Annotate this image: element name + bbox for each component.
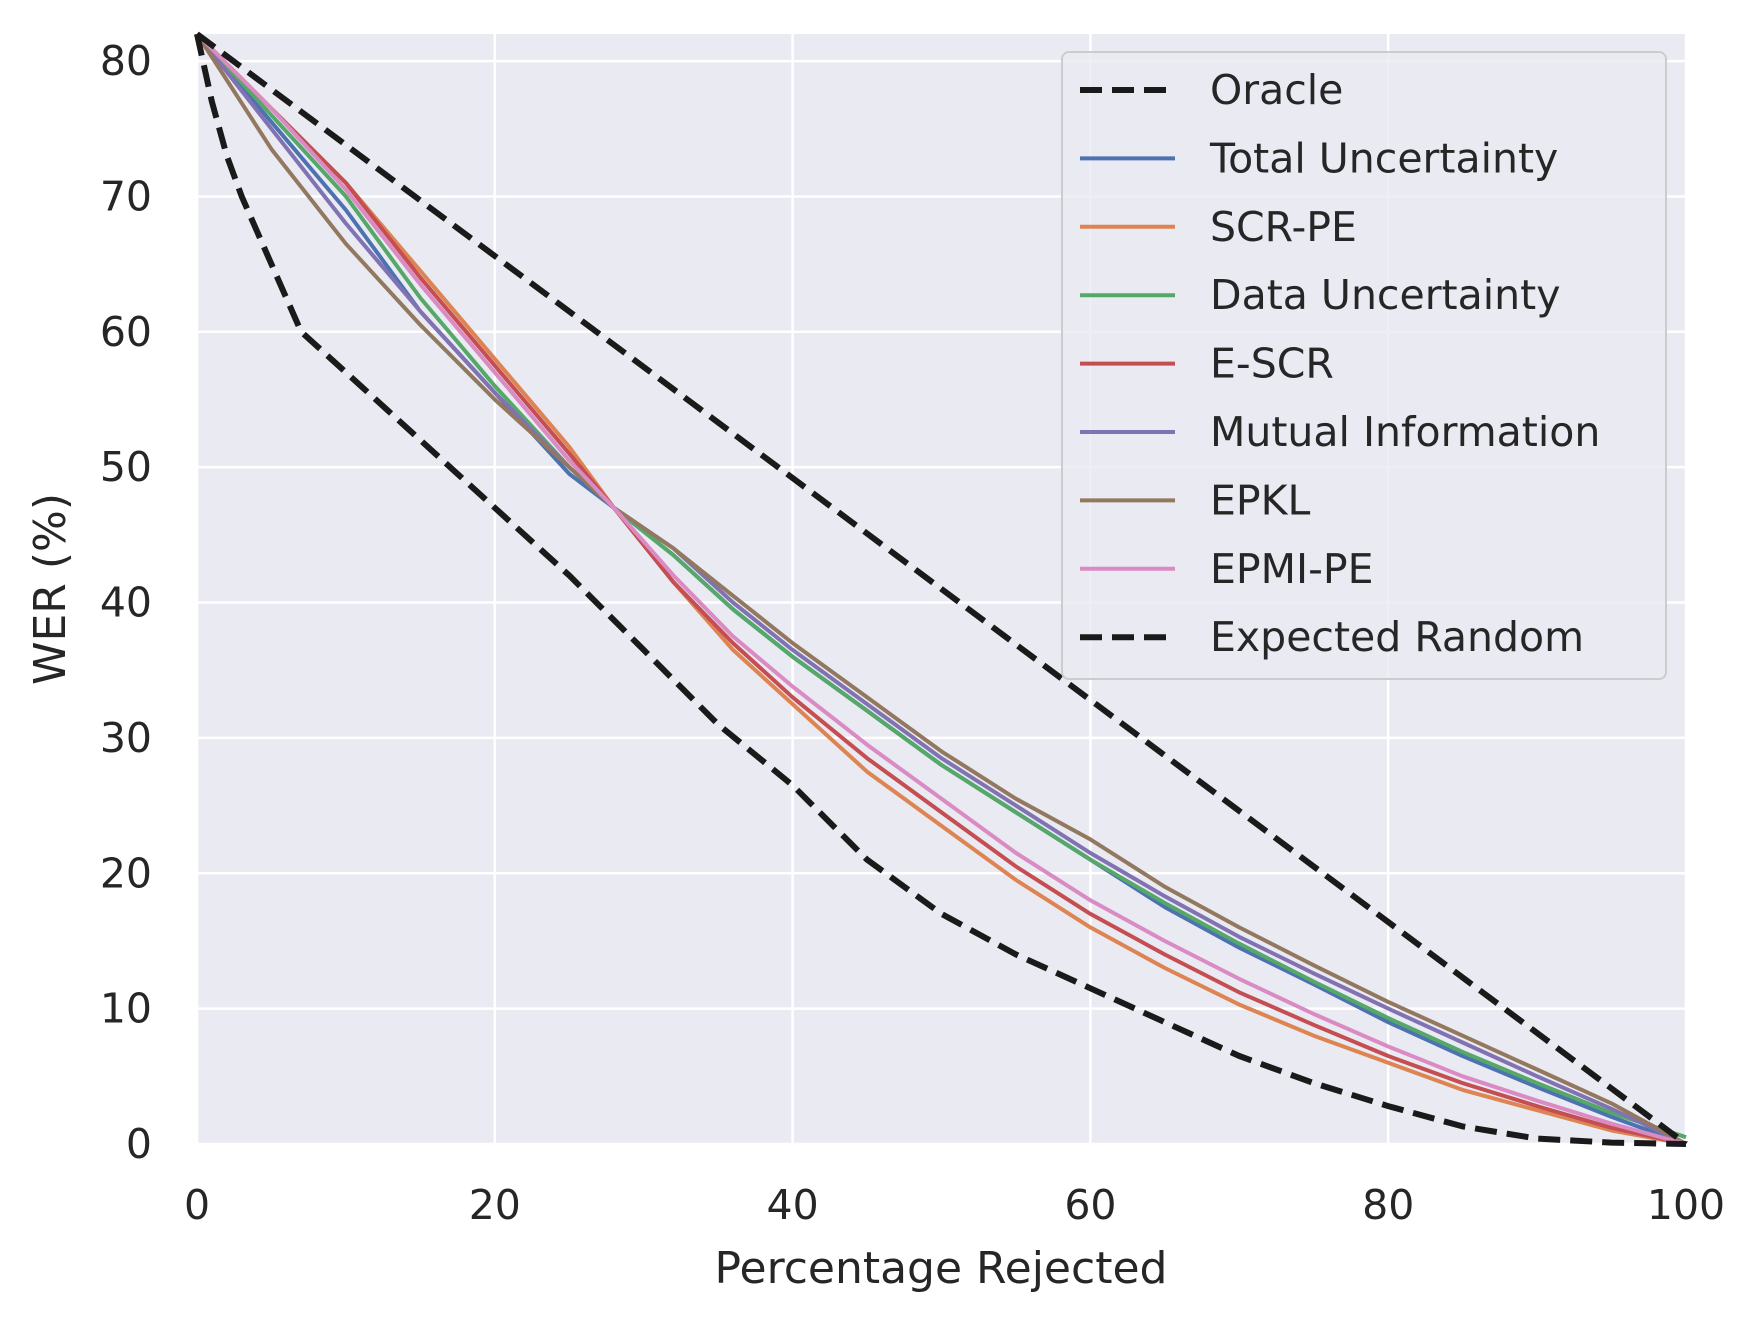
legend-label: Oracle [1210,66,1343,114]
x-tick-label: 0 [184,1181,210,1229]
series-line-oracle [194,33,1687,1147]
legend-label: Expected Random [1210,613,1584,661]
series-line-epmi-pe [195,32,1687,1146]
x-tick-label: 20 [469,1181,521,1229]
series-line-expected-random [195,31,1688,1147]
x-tick-label: 80 [1362,1181,1414,1229]
y-tick-label: 30 [100,714,152,762]
legend-label: Mutual Information [1210,408,1600,456]
x-tick-label: 100 [1647,1181,1725,1229]
series-line-scr-pe [195,32,1687,1146]
y-tick-label: 70 [100,172,152,220]
y-tick-label: 50 [100,443,152,491]
legend-label: EPMI-PE [1210,545,1374,593]
y-tick-label: 10 [100,985,152,1033]
x-axis-title: Percentage Rejected [715,1243,1168,1294]
series-line-mutual-information [195,32,1687,1146]
y-tick-label: 80 [100,37,152,85]
legend-label: Total Uncertainty [1209,134,1558,182]
series-lines [194,31,1688,1147]
legend-entries: Oracle Total Uncertainty SCR-PE Data Uncert… [1080,66,1600,661]
x-tick-label: 40 [767,1181,819,1229]
legend: Oracle Total Uncertainty SCR-PE Data Uncert… [1061,51,1667,680]
y-axis-title: WER (%) [25,493,76,685]
legend-label: Data Uncertainty [1210,271,1560,319]
series-line-epkl [195,32,1687,1146]
y-tick-label: 40 [100,579,152,627]
y-tick-label: 60 [100,308,152,356]
legend-box [1061,51,1667,680]
y-tick-label: 0 [126,1120,152,1168]
legend-label: EPKL [1210,476,1311,524]
tick-labels: 0 20 40 60 80 100 0 10 20 30 40 50 60 70 80 [100,37,1725,1229]
legend-label: E-SCR [1210,340,1334,388]
series-line-data-uncertainty [195,32,1687,1140]
legend-label: SCR-PE [1210,203,1357,251]
series-line-e-scr [195,32,1687,1146]
x-tick-label: 60 [1064,1181,1116,1229]
y-tick-label: 20 [100,849,152,897]
